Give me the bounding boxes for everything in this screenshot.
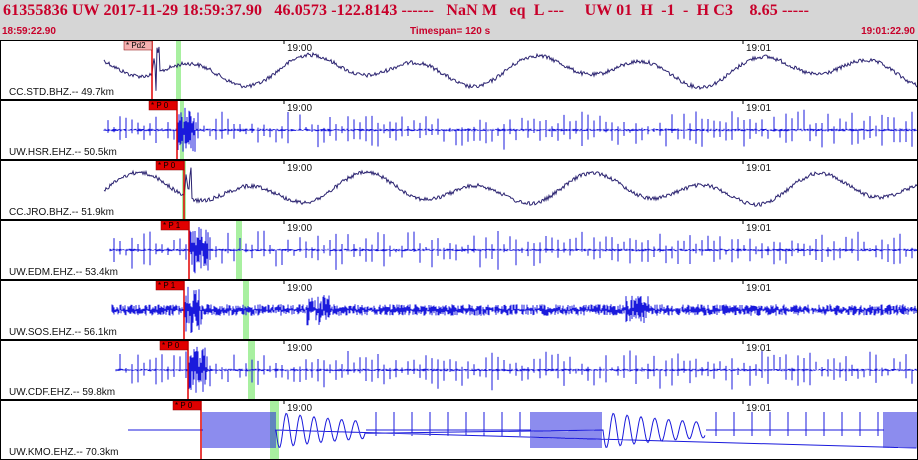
time-tick-label: 19:01 [746,343,771,354]
event-header: 61355836 UW 2017-11-29 18:59:37.90 46.05… [0,0,918,40]
waveform [111,286,918,333]
time-tick-label: 19:00 [287,223,312,234]
waveform [103,46,918,91]
s-wave-marker [176,40,181,100]
end-time: 19:01:22.90 [861,26,915,37]
pick-label: * P 0 [151,101,169,110]
station-label: UW.HSR.EHZ.-- 50.5km [9,147,117,158]
waveform [103,167,918,207]
time-tick-label: 19:01 [746,403,771,414]
pick-label: * P 0 [175,401,193,410]
pick-label: * P 0 [162,341,180,350]
time-tick-label: 19:00 [287,403,312,414]
waveform [128,412,917,449]
station-label: CC.JRO.BHZ.-- 51.9km [9,207,114,218]
time-tick-label: 19:00 [287,163,312,174]
time-tick-label: 19:00 [287,283,312,294]
time-tick-label: 19:01 [746,163,771,174]
waveform [103,107,918,152]
trace-panel[interactable]: 19:00 19:01 * Pd2 CC.STD.BHZ.-- 49.7km [0,40,918,100]
pick-label: * P 0 [158,161,176,170]
trace-panel[interactable]: 19:00 19:01 * P 0 UW.CDF.EHZ.-- 59.8km [0,340,918,400]
waveform [109,227,918,274]
station-label: UW.SOS.EHZ.-- 56.1km [9,327,117,338]
pick-label: * P 1 [163,221,181,230]
time-tick-label: 19:00 [287,103,312,114]
station-label: UW.EDM.EHZ.-- 53.4km [9,267,118,278]
station-label: CC.STD.BHZ.-- 49.7km [9,87,114,98]
timespan-label: Timespan= 120 s [410,26,491,37]
station-label: UW.CDF.EHZ.-- 59.8km [9,387,115,398]
time-tick-label: 19:00 [287,43,312,54]
station-label: UW.KMO.EHZ.-- 70.3km [9,447,118,458]
time-tick-label: 19:01 [746,283,771,294]
time-tick-label: 19:01 [746,223,771,234]
time-tick-label: 19:00 [287,343,312,354]
waveform [115,346,918,393]
event-title: 61355836 UW 2017-11-29 18:59:37.90 46.05… [3,2,810,19]
time-tick-label: 19:01 [746,103,771,114]
pick-label: * P 1 [158,281,176,290]
trace-panel[interactable]: 19:00 19:01 * P 1 UW.SOS.EHZ.-- 56.1km [0,280,918,340]
time-tick-label: 19:01 [746,43,771,54]
start-time: 18:59:22.90 [2,26,56,37]
pick-label: * Pd2 [126,41,146,50]
